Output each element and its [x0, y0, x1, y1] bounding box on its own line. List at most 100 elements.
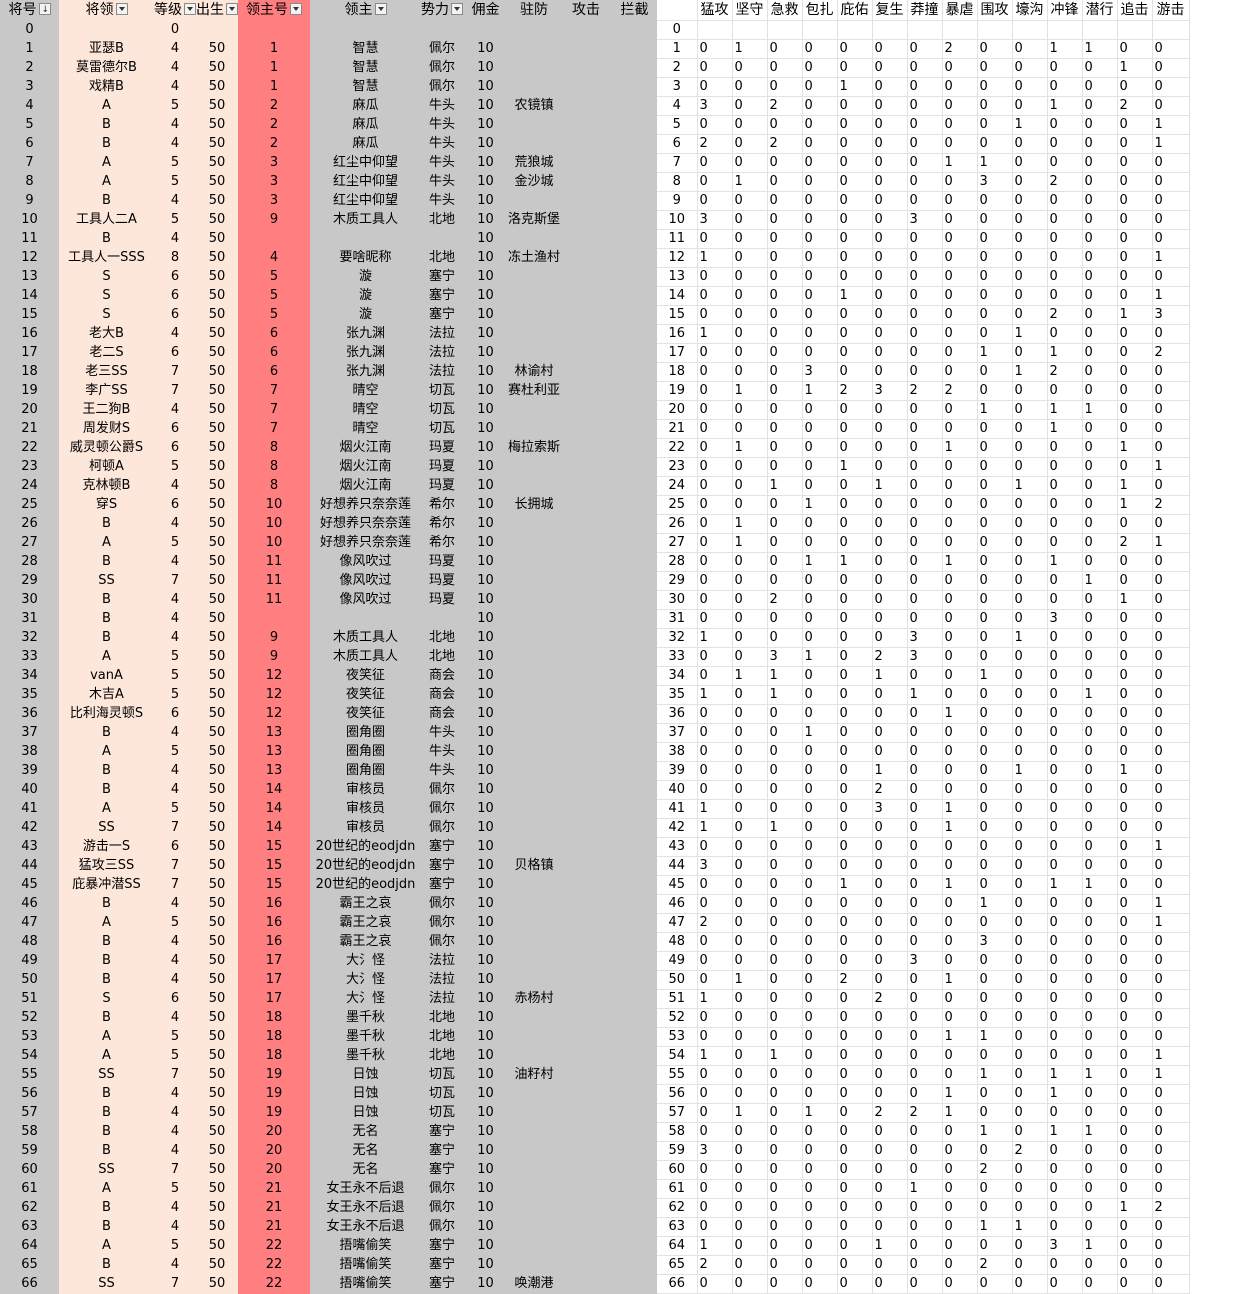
cell-general-name[interactable]: B: [59, 1141, 154, 1161]
cell-skill-bless[interactable]: 1: [837, 552, 873, 572]
cell-skill-stealth[interactable]: 0: [1082, 533, 1118, 553]
cell-lord-id[interactable]: 10: [238, 514, 310, 534]
cell-level[interactable]: 5: [154, 210, 196, 230]
cell-general-name[interactable]: A: [59, 172, 154, 192]
cell-skill-assault[interactable]: 1: [697, 1236, 733, 1256]
cell-skill-bandage[interactable]: 0: [802, 685, 838, 705]
cell-fee[interactable]: 10: [463, 1160, 508, 1180]
cell-fee[interactable]: 10: [463, 685, 508, 705]
cell-skill-revive[interactable]: 0: [872, 723, 908, 743]
cell-skill-bandage[interactable]: 0: [802, 989, 838, 1009]
cell-level[interactable]: 4: [154, 609, 196, 629]
cell-birth[interactable]: 50: [196, 229, 238, 249]
cell-skill-bandage[interactable]: 0: [802, 324, 838, 344]
cell-general-id[interactable]: 63: [0, 1217, 59, 1237]
cell-lord-name[interactable]: 墨千秋: [310, 1046, 421, 1066]
cell-level[interactable]: 6: [154, 286, 196, 306]
cell-lord-id[interactable]: 14: [238, 818, 310, 838]
cell-garrison[interactable]: 长拥城: [508, 495, 561, 515]
cell-skill-siege[interactable]: 0: [977, 305, 1013, 325]
cell-birth[interactable]: 50: [196, 457, 238, 477]
cell-attack[interactable]: [560, 970, 613, 990]
cell-skill-reckless[interactable]: 0: [907, 58, 943, 78]
cell-skill-brutal[interactable]: 0: [942, 1008, 978, 1028]
cell-faction[interactable]: 北地: [421, 1027, 463, 1047]
cell-intercept[interactable]: [612, 172, 658, 192]
cell-skill-stealth[interactable]: 0: [1082, 932, 1118, 952]
cell-garrison[interactable]: [508, 742, 561, 762]
cell-attack[interactable]: [560, 514, 613, 534]
cell-skill-siege[interactable]: 0: [977, 951, 1013, 971]
cell-skill-brutal[interactable]: 0: [942, 305, 978, 325]
cell-intercept[interactable]: [612, 1160, 658, 1180]
cell-level[interactable]: 7: [154, 1065, 196, 1085]
cell-general-id[interactable]: 22: [0, 438, 59, 458]
cell-general-id[interactable]: 37: [0, 723, 59, 743]
cell-index[interactable]: 22: [657, 438, 698, 458]
cell-skill-pursuit[interactable]: 0: [1117, 856, 1153, 876]
cell-general-name[interactable]: B: [59, 229, 154, 249]
cell-skill-bandage[interactable]: 0: [802, 77, 838, 97]
cell-garrison[interactable]: [508, 1236, 561, 1256]
cell-skill-charge[interactable]: 0: [1047, 742, 1083, 762]
cell-skill-guerrilla[interactable]: 0: [1152, 172, 1190, 192]
cell-skill-reckless[interactable]: 0: [907, 286, 943, 306]
cell-skill-assault[interactable]: 0: [697, 552, 733, 572]
cell-skill-assault[interactable]: 0: [697, 343, 733, 363]
cell-lord-id[interactable]: 15: [238, 875, 310, 895]
cell-skill-firstaid[interactable]: 1: [767, 685, 803, 705]
cell-skill-assault[interactable]: 0: [697, 894, 733, 914]
cell-garrison[interactable]: [508, 400, 561, 420]
cell-skill-pursuit[interactable]: 0: [1117, 1274, 1153, 1294]
cell-general-id[interactable]: 38: [0, 742, 59, 762]
cell-skill-firstaid[interactable]: 0: [767, 989, 803, 1009]
cell-skill-charge[interactable]: 1: [1047, 875, 1083, 895]
cell-skill-guerrilla[interactable]: 0: [1152, 1141, 1190, 1161]
cell-lord-name[interactable]: 霸王之哀: [310, 932, 421, 952]
cell-skill-siege[interactable]: 0: [977, 856, 1013, 876]
cell-fee[interactable]: 10: [463, 875, 508, 895]
cell-skill-pursuit[interactable]: 0: [1117, 666, 1153, 686]
cell-skill-pursuit[interactable]: 0: [1117, 457, 1153, 477]
cell-skill-guerrilla[interactable]: 0: [1152, 609, 1190, 629]
cell-skill-trench[interactable]: 0: [1012, 799, 1048, 819]
cell-skill-siege[interactable]: 0: [977, 799, 1013, 819]
cell-skill-bandage[interactable]: 0: [802, 191, 838, 211]
cell-skill-defend[interactable]: 0: [732, 343, 768, 363]
cell-skill-firstaid[interactable]: 0: [767, 1122, 803, 1142]
cell-index[interactable]: 33: [657, 647, 698, 667]
cell-lord-id[interactable]: 3: [238, 153, 310, 173]
cell-lord-name[interactable]: 好想养只奈奈莲: [310, 533, 421, 553]
cell-level[interactable]: 5: [154, 457, 196, 477]
cell-skill-bandage[interactable]: 0: [802, 818, 838, 838]
cell-skill-reckless[interactable]: 1: [907, 1179, 943, 1199]
cell-skill-assault[interactable]: 0: [697, 1008, 733, 1028]
cell-faction[interactable]: 塞宁: [421, 1160, 463, 1180]
cell-lord-name[interactable]: 麻瓜: [310, 115, 421, 135]
cell-skill-revive[interactable]: 0: [872, 191, 908, 211]
cell-skill-guerrilla[interactable]: 0: [1152, 438, 1190, 458]
cell-lord-id[interactable]: 9: [238, 210, 310, 230]
cell-skill-brutal[interactable]: 0: [942, 229, 978, 249]
cell-skill-reckless[interactable]: 0: [907, 894, 943, 914]
cell-garrison[interactable]: [508, 39, 561, 59]
cell-general-name[interactable]: 李广SS: [59, 381, 154, 401]
cell-level[interactable]: 6: [154, 837, 196, 857]
cell-skill-guerrilla[interactable]: 0: [1152, 1217, 1190, 1237]
cell-garrison[interactable]: [508, 1160, 561, 1180]
cell-intercept[interactable]: [612, 476, 658, 496]
cell-skill-brutal[interactable]: 0: [942, 666, 978, 686]
cell-skill-stealth[interactable]: 0: [1082, 1217, 1118, 1237]
cell-skill-revive[interactable]: 0: [872, 400, 908, 420]
cell-index[interactable]: 12: [657, 248, 698, 268]
cell-lord-name[interactable]: 日蚀: [310, 1103, 421, 1123]
cell-attack[interactable]: [560, 229, 613, 249]
cell-general-id[interactable]: 56: [0, 1084, 59, 1104]
cell-skill-brutal[interactable]: 0: [942, 571, 978, 591]
cell-skill-firstaid[interactable]: 0: [767, 571, 803, 591]
cell-general-name[interactable]: 戏精B: [59, 77, 154, 97]
cell-general-id[interactable]: 54: [0, 1046, 59, 1066]
cell-skill-bandage[interactable]: 0: [802, 286, 838, 306]
cell-skill-bandage[interactable]: 0: [802, 932, 838, 952]
cell-birth[interactable]: 50: [196, 837, 238, 857]
